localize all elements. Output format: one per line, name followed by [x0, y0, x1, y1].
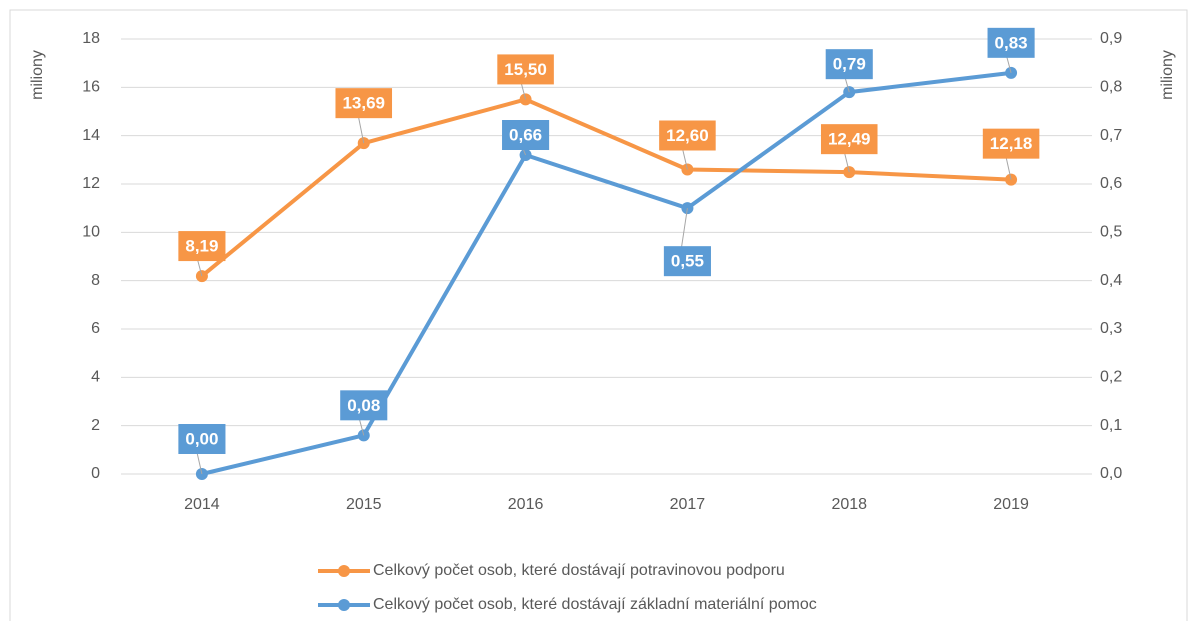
- y-axis-title: miliony: [29, 50, 46, 100]
- y-tick-label: 4: [91, 369, 100, 386]
- y-tick-label: 2: [91, 417, 100, 434]
- data-label: 13,69: [342, 94, 385, 113]
- data-label: 12,49: [828, 130, 871, 149]
- y2-tick-label: 0,2: [1100, 369, 1122, 386]
- legend-marker: [338, 599, 350, 611]
- x-tick-label: 2019: [993, 496, 1029, 513]
- y-tick-label: 8: [91, 272, 100, 289]
- data-label-box: [825, 49, 873, 80]
- y-tick-label: 12: [82, 175, 100, 192]
- y-tick-label: 16: [82, 79, 100, 96]
- data-label-box: [178, 231, 226, 262]
- x-tick-label: 2014: [184, 496, 220, 513]
- data-label-box: [340, 390, 388, 421]
- data-label: 12,18: [990, 134, 1033, 153]
- series-line: [201, 70, 1012, 476]
- data-label-box: [987, 27, 1035, 58]
- data-label-box: [820, 124, 878, 155]
- data-label-box: [982, 128, 1040, 159]
- data-label: 0,66: [509, 125, 542, 144]
- data-label-box: [659, 120, 716, 151]
- y2-tick-label: 0,7: [1100, 127, 1122, 144]
- legend-label: Celkový počet osob, které dostávají zákl…: [373, 596, 817, 613]
- x-tick-label: 2016: [508, 496, 544, 513]
- data-label: 8,19: [185, 237, 218, 256]
- x-tick-label: 2018: [831, 496, 867, 513]
- x-tick-label: 2017: [670, 496, 706, 513]
- y2-tick-label: 0,8: [1100, 79, 1122, 96]
- y2-tick-label: 0,5: [1100, 224, 1122, 241]
- y-tick-label: 10: [82, 224, 100, 241]
- y-tick-label: 18: [82, 30, 100, 47]
- legend-marker: [338, 565, 350, 577]
- data-label: 0,00: [185, 429, 218, 448]
- data-label: 0,79: [833, 55, 866, 74]
- data-label: 15,50: [504, 60, 547, 79]
- data-label: 0,55: [671, 252, 704, 271]
- y2-tick-label: 0,4: [1100, 272, 1122, 289]
- y-tick-label: 6: [91, 320, 100, 337]
- data-label-box: [335, 88, 393, 119]
- y2-tick-label: 0,0: [1100, 465, 1122, 482]
- y2-tick-label: 0,3: [1100, 320, 1122, 337]
- x-tick-label: 2015: [346, 496, 382, 513]
- data-label-box: [497, 54, 554, 85]
- data-label-box: [502, 120, 550, 150]
- data-label-box: [178, 424, 226, 454]
- data-label: 0,83: [995, 33, 1028, 52]
- data-label: 0,08: [347, 396, 380, 415]
- data-label-box: [663, 246, 711, 277]
- y-tick-label: 0: [91, 465, 100, 482]
- legend-label: Celkový počet osob, které dostávají potr…: [373, 562, 785, 579]
- y-tick-label: 14: [82, 127, 100, 144]
- y2-tick-label: 0,1: [1100, 417, 1122, 434]
- y2-tick-label: 0,9: [1100, 30, 1122, 47]
- data-label: 12,60: [666, 126, 709, 145]
- chart-border: [9, 9, 1188, 621]
- y2-axis-title: miliony: [1159, 50, 1176, 100]
- series-line: [200, 97, 1012, 278]
- y2-tick-label: 0,6: [1100, 175, 1122, 192]
